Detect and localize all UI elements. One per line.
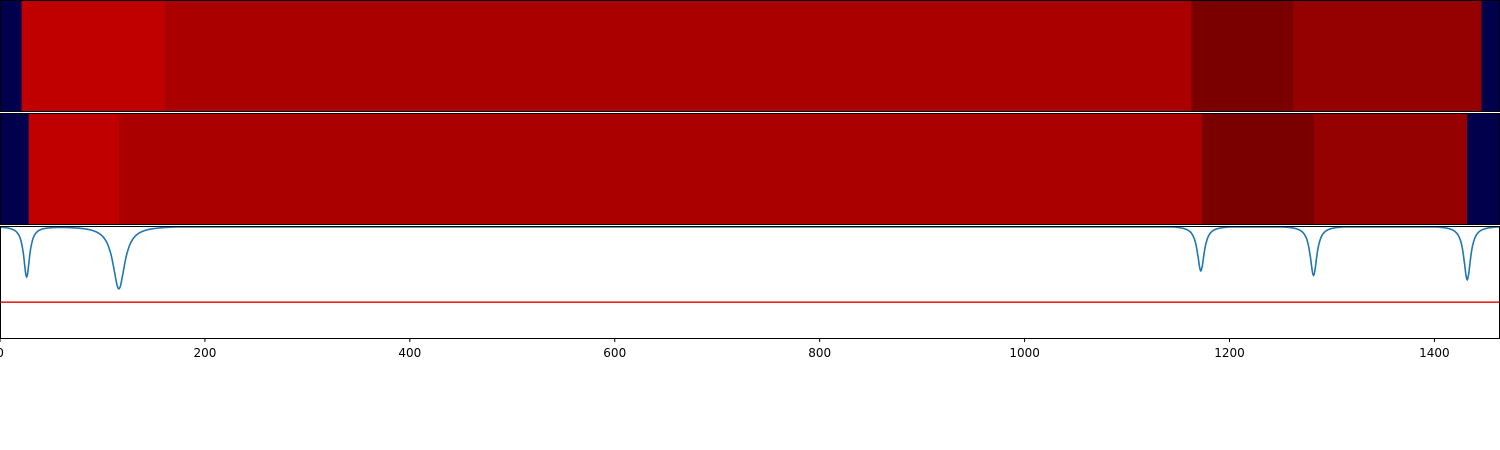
x-tick-label: 1000 [1009,346,1040,360]
x-tick-label: 600 [603,346,626,360]
heatmap-cell [0,113,30,225]
heatmap-cell [0,0,23,112]
x-tick-label: 200 [193,346,216,360]
signal-line [0,226,1500,290]
x-tick-label: 1200 [1214,346,1245,360]
x-tick-label: 1400 [1419,346,1450,360]
heatmap-cell [118,113,1203,225]
x-tick-label: 400 [398,346,421,360]
x-tick-label: 0 [0,346,4,360]
x-axis: 0 200 400 600 800 1000 1200 1400 [0,338,1450,360]
heatmap-cell [1481,0,1500,112]
heatmap-cell [28,113,120,225]
heatmap-cell [21,0,166,112]
line-panel-frame [0,226,1500,339]
heatmap-top [0,0,1500,112]
heatmap-cell [1191,0,1294,112]
heatmap-cell [164,0,1193,112]
heatmap-bottom [0,113,1500,225]
heatmap-cell [1201,113,1315,225]
line-panel [0,226,1500,339]
heatmap-cell [1293,0,1483,112]
x-tick-label: 800 [808,346,831,360]
heatmap-cell [1467,113,1500,225]
heatmap-cell [1313,113,1468,225]
